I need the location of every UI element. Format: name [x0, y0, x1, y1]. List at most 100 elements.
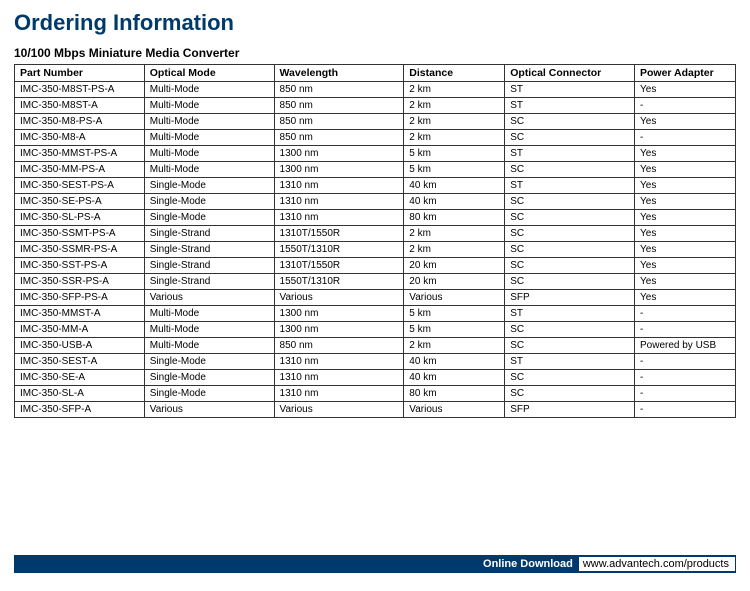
table-cell: 1310 nm	[274, 354, 404, 370]
table-cell: 850 nm	[274, 114, 404, 130]
table-cell: SC	[505, 386, 635, 402]
table-row: IMC-350-SE-ASingle-Mode1310 nm40 kmSC-	[15, 370, 736, 386]
table-cell: Multi-Mode	[144, 162, 274, 178]
table-cell: ST	[505, 82, 635, 98]
table-cell: Yes	[635, 274, 736, 290]
col-wavelength: Wavelength	[274, 65, 404, 82]
table-cell: SC	[505, 130, 635, 146]
table-cell: SC	[505, 114, 635, 130]
table-cell: 1550T/1310R	[274, 242, 404, 258]
table-row: IMC-350-MMST-PS-AMulti-Mode1300 nm5 kmST…	[15, 146, 736, 162]
table-cell: 2 km	[404, 82, 505, 98]
table-cell: 20 km	[404, 258, 505, 274]
table-cell: SC	[505, 274, 635, 290]
table-cell: Various	[404, 290, 505, 306]
table-cell: SC	[505, 242, 635, 258]
table-cell: 20 km	[404, 274, 505, 290]
table-row: IMC-350-SL-PS-ASingle-Mode1310 nm80 kmSC…	[15, 210, 736, 226]
table-cell: SC	[505, 258, 635, 274]
table-cell: IMC-350-M8-PS-A	[15, 114, 145, 130]
table-row: IMC-350-SEST-PS-ASingle-Mode1310 nm40 km…	[15, 178, 736, 194]
table-cell: Yes	[635, 114, 736, 130]
table-cell: 2 km	[404, 114, 505, 130]
table-cell: IMC-350-USB-A	[15, 338, 145, 354]
table-cell: Various	[274, 402, 404, 418]
table-cell: Yes	[635, 162, 736, 178]
table-cell: Various	[274, 290, 404, 306]
table-cell: 80 km	[404, 210, 505, 226]
table-cell: IMC-350-SL-PS-A	[15, 210, 145, 226]
table-cell: SC	[505, 370, 635, 386]
table-cell: Yes	[635, 178, 736, 194]
table-cell: IMC-350-SSMT-PS-A	[15, 226, 145, 242]
table-cell: SC	[505, 322, 635, 338]
table-cell: ST	[505, 178, 635, 194]
table-cell: ST	[505, 306, 635, 322]
table-cell: Yes	[635, 210, 736, 226]
table-cell: IMC-350-SEST-PS-A	[15, 178, 145, 194]
footer-url: www.advantech.com/products	[579, 557, 735, 571]
table-cell: Various	[144, 402, 274, 418]
table-cell: 40 km	[404, 370, 505, 386]
table-cell: IMC-350-SE-A	[15, 370, 145, 386]
table-row: IMC-350-SEST-ASingle-Mode1310 nm40 kmST-	[15, 354, 736, 370]
table-cell: Multi-Mode	[144, 146, 274, 162]
table-cell: IMC-350-SFP-A	[15, 402, 145, 418]
table-cell: 850 nm	[274, 98, 404, 114]
table-cell: Yes	[635, 194, 736, 210]
table-cell: Single-Mode	[144, 370, 274, 386]
table-cell: 1300 nm	[274, 146, 404, 162]
table-row: IMC-350-USB-AMulti-Mode850 nm2 kmSCPower…	[15, 338, 736, 354]
table-cell: Multi-Mode	[144, 82, 274, 98]
table-cell: -	[635, 322, 736, 338]
table-cell: 5 km	[404, 162, 505, 178]
table-cell: ST	[505, 354, 635, 370]
table-cell: Single-Strand	[144, 258, 274, 274]
table-row: IMC-350-M8-AMulti-Mode850 nm2 kmSC-	[15, 130, 736, 146]
table-cell: Single-Strand	[144, 274, 274, 290]
table-cell: 1310T/1550R	[274, 226, 404, 242]
col-power-adapter: Power Adapter	[635, 65, 736, 82]
table-cell: IMC-350-MM-PS-A	[15, 162, 145, 178]
table-cell: 40 km	[404, 194, 505, 210]
table-cell: 5 km	[404, 306, 505, 322]
col-optical-mode: Optical Mode	[144, 65, 274, 82]
section-subheading: 10/100 Mbps Miniature Media Converter	[14, 46, 736, 60]
table-cell: IMC-350-MM-A	[15, 322, 145, 338]
footer-label: Online Download	[483, 558, 577, 570]
table-cell: SC	[505, 210, 635, 226]
table-header-row: Part Number Optical Mode Wavelength Dist…	[15, 65, 736, 82]
table-cell: SC	[505, 226, 635, 242]
table-cell: SFP	[505, 290, 635, 306]
table-cell: Single-Strand	[144, 226, 274, 242]
table-cell: 1310 nm	[274, 370, 404, 386]
table-cell: -	[635, 354, 736, 370]
table-cell: IMC-350-SE-PS-A	[15, 194, 145, 210]
table-cell: 1550T/1310R	[274, 274, 404, 290]
table-row: IMC-350-MM-AMulti-Mode1300 nm5 kmSC-	[15, 322, 736, 338]
table-row: IMC-350-SSMT-PS-ASingle-Strand1310T/1550…	[15, 226, 736, 242]
table-cell: Single-Mode	[144, 178, 274, 194]
col-optical-connector: Optical Connector	[505, 65, 635, 82]
table-cell: IMC-350-M8-A	[15, 130, 145, 146]
footer-bar: Online Download www.advantech.com/produc…	[14, 555, 736, 573]
table-cell: 1310T/1550R	[274, 258, 404, 274]
table-cell: IMC-350-SL-A	[15, 386, 145, 402]
table-row: IMC-350-SFP-PS-AVariousVariousVariousSFP…	[15, 290, 736, 306]
table-cell: 1300 nm	[274, 162, 404, 178]
table-cell: Powered by USB	[635, 338, 736, 354]
table-cell: Multi-Mode	[144, 338, 274, 354]
table-cell: Yes	[635, 242, 736, 258]
table-cell: Yes	[635, 82, 736, 98]
col-distance: Distance	[404, 65, 505, 82]
table-cell: 1310 nm	[274, 386, 404, 402]
table-cell: IMC-350-SST-PS-A	[15, 258, 145, 274]
table-cell: SC	[505, 162, 635, 178]
table-cell: Single-Mode	[144, 210, 274, 226]
table-row: IMC-350-MMST-AMulti-Mode1300 nm5 kmST-	[15, 306, 736, 322]
table-cell: 850 nm	[274, 130, 404, 146]
table-row: IMC-350-M8ST-PS-AMulti-Mode850 nm2 kmSTY…	[15, 82, 736, 98]
table-cell: SC	[505, 338, 635, 354]
table-cell: IMC-350-SSMR-PS-A	[15, 242, 145, 258]
table-cell: IMC-350-MMST-A	[15, 306, 145, 322]
